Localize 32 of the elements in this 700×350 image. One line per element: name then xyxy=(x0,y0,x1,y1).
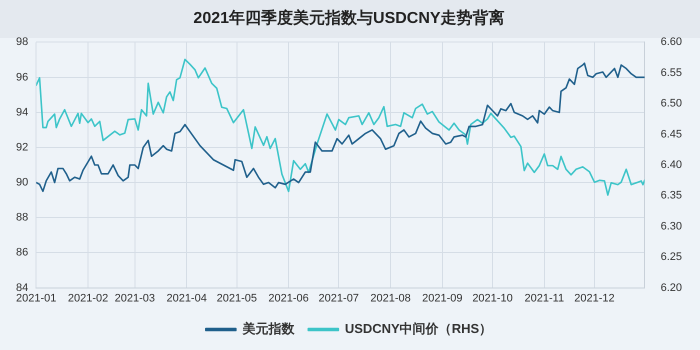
y-tick-label: 90 xyxy=(16,176,28,189)
y-tick-label: 98 xyxy=(16,36,28,48)
x-tick-label: 2021-04 xyxy=(166,292,207,304)
x-tick-label: 2021-12 xyxy=(574,292,615,304)
legend-label: USDCNY中间价（RHS） xyxy=(344,321,492,336)
x-tick-label: 2021-06 xyxy=(268,292,309,304)
y2-tick-label: 6.35 xyxy=(660,190,682,202)
x-tick-label: 2021-03 xyxy=(114,292,156,304)
y2-tick-label: 6.60 xyxy=(660,36,682,48)
x-tick-label: 2021-11 xyxy=(524,292,564,304)
y2-tick-label: 6.50 xyxy=(660,98,682,110)
x-tick-label: 2021-10 xyxy=(472,292,513,304)
y2-tick-label: 6.25 xyxy=(660,251,682,264)
x-tick-label: 2021-01 xyxy=(16,292,56,304)
x-tick-label: 2021-05 xyxy=(216,292,257,304)
x-tick-label: 2021-02 xyxy=(68,292,108,304)
y-tick-label: 86 xyxy=(16,246,28,259)
chart-title: 2021年四季度美元指数与USDCNY走势背离 xyxy=(193,8,505,28)
x-tick-label: 2021-07 xyxy=(318,292,359,304)
y-tick-label: 96 xyxy=(16,71,28,84)
y2-tick-label: 6.40 xyxy=(660,159,682,172)
legend-label: 美元指数 xyxy=(241,321,296,336)
y-tick-label: 94 xyxy=(16,106,28,118)
y-tick-label: 88 xyxy=(16,212,28,224)
y-tick-label: 92 xyxy=(16,141,28,154)
y2-tick-label: 6.45 xyxy=(660,128,682,140)
y2-tick-label: 6.20 xyxy=(660,282,682,294)
y2-tick-label: 6.30 xyxy=(660,220,682,232)
x-tick-label: 2021-08 xyxy=(370,292,411,304)
y2-tick-label: 6.55 xyxy=(660,66,682,79)
y-tick-label: 84 xyxy=(16,282,28,294)
x-tick-label: 2021-09 xyxy=(422,292,463,304)
